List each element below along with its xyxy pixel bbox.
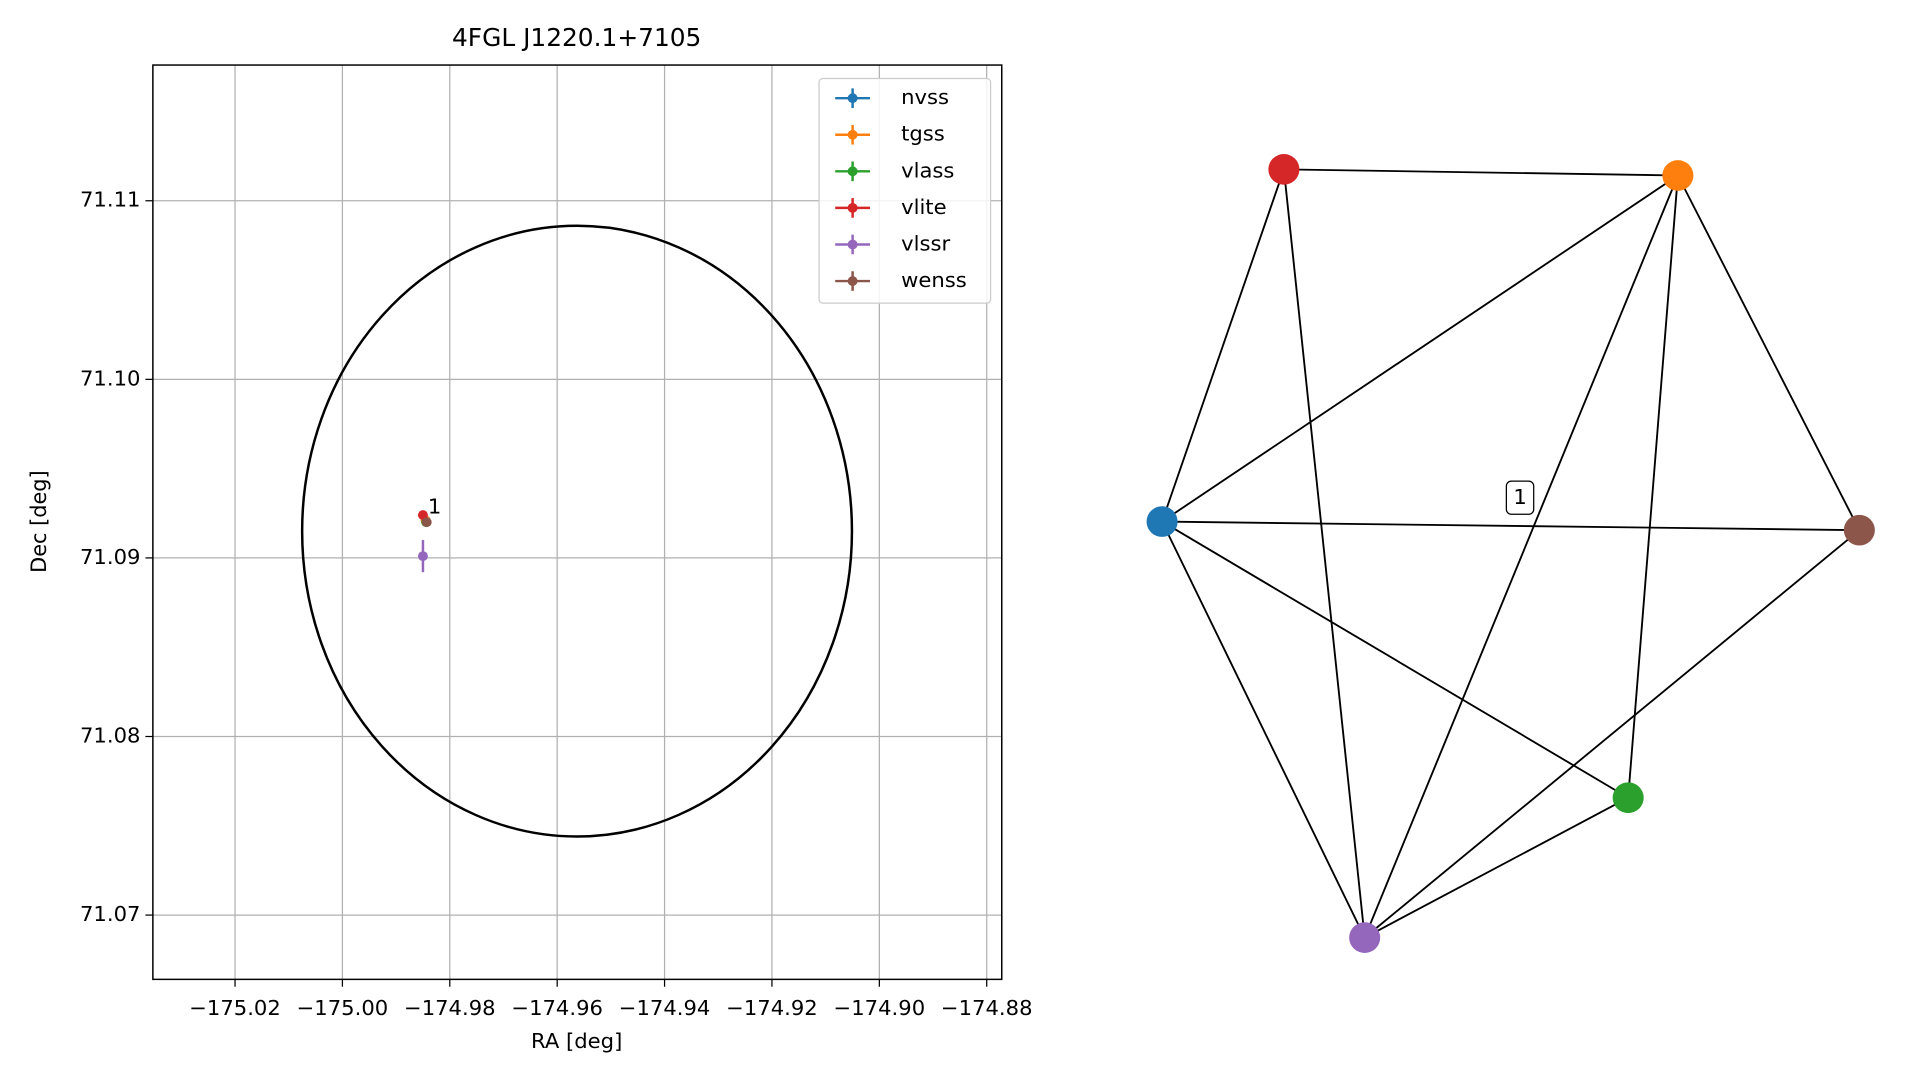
error-ellipse — [300, 224, 854, 838]
data-point — [421, 517, 432, 528]
graph-edge — [1161, 520, 1629, 799]
x-tick-label: −174.94 — [619, 996, 711, 1020]
graph-node — [1662, 160, 1694, 191]
y-tick-label: 71.11 — [80, 188, 140, 212]
x-tick-label: −175.02 — [189, 996, 281, 1020]
graph-edge — [1364, 529, 1860, 939]
legend-marker — [847, 166, 858, 177]
plot-frame — [152, 64, 1003, 981]
legend-label: vlass — [901, 158, 954, 182]
graph-edge — [1161, 169, 1285, 522]
y-tick-label: 71.09 — [80, 545, 140, 569]
y-tick-label: 71.10 — [80, 366, 140, 390]
legend-label: vlssr — [901, 232, 950, 256]
x-tick-label: −174.96 — [511, 996, 603, 1020]
graph-node — [1146, 506, 1178, 537]
y-tick-label: 71.07 — [80, 902, 140, 926]
x-axis-label: RA [deg] — [531, 1029, 622, 1053]
x-tick-label: −174.90 — [834, 996, 926, 1020]
graph-node — [1268, 154, 1300, 185]
legend-label: nvss — [901, 85, 949, 109]
edge-label: 1 — [1513, 485, 1526, 509]
x-tick-label: −174.98 — [404, 996, 496, 1020]
data-point — [417, 551, 428, 562]
x-tick-label: −174.92 — [726, 996, 818, 1020]
graph-edge — [1363, 175, 1679, 938]
annotation: 1 — [428, 495, 441, 519]
y-axis-label: Dec [deg] — [27, 470, 51, 573]
legend-marker — [847, 93, 858, 104]
legend-marker — [847, 276, 858, 286]
graph-edge — [1282, 169, 1366, 938]
graph-edge — [1627, 175, 1679, 798]
chart-title: 4FGL J1220.1+7105 — [452, 23, 701, 52]
graph-node — [1843, 514, 1875, 546]
x-tick-label: −175.00 — [297, 996, 389, 1020]
graph-edge — [1161, 174, 1679, 523]
graph-node — [1612, 782, 1644, 814]
graph-edge — [1364, 796, 1629, 939]
legend-marker — [847, 129, 858, 140]
legend-label: vlite — [901, 195, 947, 219]
graph-edge — [1162, 520, 1860, 532]
graph-edge — [1161, 521, 1366, 939]
edge-label-box — [1505, 480, 1535, 515]
legend-label: tgss — [901, 122, 945, 146]
legend-marker — [847, 239, 858, 250]
legend-marker — [847, 202, 858, 213]
graph-edge — [1283, 168, 1678, 177]
graph-edge — [1677, 175, 1861, 531]
legend-label: wenss — [901, 268, 967, 292]
graph-node — [1349, 922, 1381, 953]
y-tick-label: 71.08 — [80, 724, 140, 748]
x-tick-label: −174.88 — [941, 996, 1033, 1020]
